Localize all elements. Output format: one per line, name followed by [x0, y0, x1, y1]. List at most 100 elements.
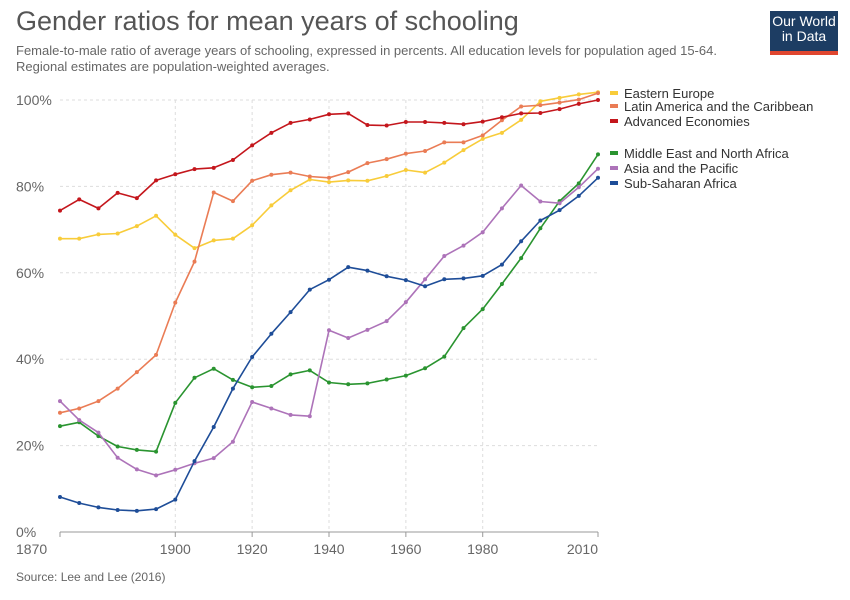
- data-point: [192, 259, 197, 264]
- data-point: [576, 185, 581, 190]
- data-point: [327, 180, 331, 185]
- legend-swatch: [610, 166, 618, 170]
- data-point: [499, 262, 504, 267]
- data-point: [250, 355, 255, 360]
- data-point: [557, 201, 562, 206]
- data-point: [307, 177, 312, 182]
- data-point: [250, 399, 255, 404]
- data-point: [269, 172, 274, 177]
- data-point: [250, 223, 255, 228]
- data-point: [134, 467, 139, 472]
- data-point: [557, 95, 562, 100]
- data-point: [461, 140, 466, 145]
- data-point: [288, 170, 293, 175]
- data-point: [519, 183, 524, 188]
- data-point: [442, 140, 447, 145]
- series-layer: [58, 90, 600, 513]
- data-point: [538, 110, 543, 115]
- data-point: [115, 455, 120, 460]
- data-point: [154, 473, 159, 478]
- data-point: [230, 386, 235, 391]
- data-point: [384, 377, 389, 382]
- data-point: [596, 98, 600, 102]
- data-point: [538, 103, 543, 108]
- data-point: [115, 231, 120, 236]
- data-point: [77, 501, 82, 506]
- x-tick-label: 1960: [390, 541, 421, 557]
- data-point: [192, 375, 197, 380]
- data-point: [115, 444, 120, 449]
- data-point: [403, 300, 408, 305]
- data-point: [288, 372, 293, 377]
- data-point: [134, 224, 139, 229]
- data-point: [365, 327, 370, 332]
- x-tick-label: 2010: [567, 541, 598, 557]
- data-point: [519, 104, 524, 109]
- data-point: [365, 268, 370, 273]
- data-point: [134, 508, 139, 513]
- data-point: [250, 385, 255, 390]
- data-point: [538, 226, 543, 231]
- data-point: [192, 459, 197, 464]
- data-point: [211, 425, 216, 430]
- data-point: [365, 161, 370, 166]
- logo-accent-bar: [770, 51, 838, 55]
- data-point: [519, 256, 524, 261]
- source-note: Source: Lee and Lee (2016): [16, 570, 166, 584]
- data-point: [480, 136, 485, 141]
- data-point: [269, 331, 274, 336]
- data-point: [288, 412, 293, 417]
- data-point: [423, 170, 428, 175]
- legend-item-middle-east-and-north-africa: Middle East and North Africa: [610, 146, 790, 161]
- data-point: [596, 91, 600, 96]
- data-point: [365, 178, 370, 183]
- data-point: [77, 236, 82, 241]
- data-point: [403, 167, 408, 172]
- data-point: [230, 199, 235, 204]
- data-point: [519, 117, 524, 122]
- data-point: [346, 111, 351, 116]
- data-point: [96, 232, 101, 237]
- data-point: [576, 92, 581, 97]
- data-point: [96, 505, 101, 510]
- data-point: [211, 366, 216, 371]
- data-point: [403, 278, 408, 283]
- data-point: [307, 117, 312, 122]
- data-point: [134, 196, 139, 201]
- data-point: [307, 414, 312, 419]
- data-point: [519, 111, 524, 116]
- data-point: [288, 188, 293, 193]
- data-point: [327, 175, 331, 180]
- data-point: [269, 383, 274, 388]
- data-point: [230, 377, 235, 382]
- data-point: [173, 300, 178, 305]
- data-point: [538, 99, 543, 104]
- legend-swatch: [610, 104, 618, 108]
- data-point: [461, 148, 466, 153]
- data-point: [499, 206, 504, 211]
- data-point: [269, 406, 274, 411]
- data-point: [115, 386, 120, 391]
- data-point: [423, 366, 428, 371]
- owid-logo[interactable]: Our World in Data: [770, 11, 838, 55]
- data-point: [115, 507, 120, 512]
- logo-line-2: in Data: [781, 28, 827, 44]
- data-point: [211, 190, 216, 195]
- legend-item-asia-and-the-pacific: Asia and the Pacific: [610, 161, 739, 176]
- data-point: [557, 208, 562, 213]
- data-point: [576, 101, 581, 106]
- data-point: [269, 203, 274, 208]
- data-point: [423, 148, 428, 153]
- series-advanced-economies: [58, 98, 600, 213]
- data-point: [58, 399, 62, 404]
- data-point: [173, 400, 178, 405]
- data-point: [403, 373, 408, 378]
- legend-swatch: [610, 91, 618, 95]
- data-point: [384, 319, 389, 324]
- legend-swatch: [610, 151, 618, 155]
- data-point: [499, 130, 504, 135]
- data-point: [384, 157, 389, 162]
- legend-swatch: [610, 119, 618, 123]
- legend-item-eastern-europe: Eastern Europe: [610, 86, 714, 101]
